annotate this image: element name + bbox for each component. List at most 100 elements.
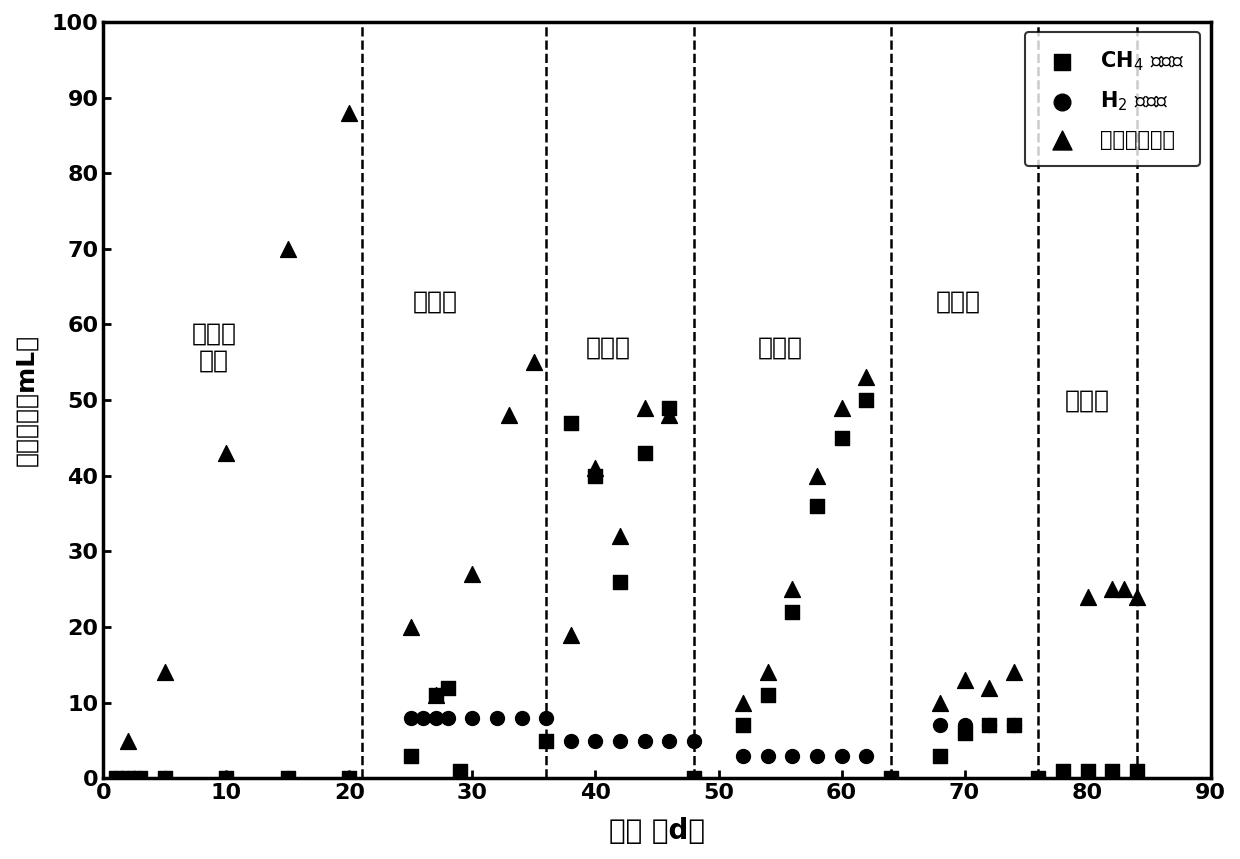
- H$_2$ 累积量: [1102, 771, 1122, 785]
- CH$_4$ 累积量: [880, 771, 900, 785]
- H$_2$ 累积量: [105, 771, 125, 785]
- H$_2$ 累积量: [217, 771, 237, 785]
- 总气体累积量: [955, 673, 975, 687]
- H$_2$ 累积量: [413, 711, 433, 725]
- Text: 第四轮: 第四轮: [758, 335, 802, 359]
- CH$_4$ 累积量: [610, 575, 630, 588]
- 总气体累积量: [1078, 590, 1097, 604]
- H$_2$ 累积量: [930, 718, 950, 732]
- H$_2$ 累积量: [155, 771, 175, 785]
- CH$_4$ 累积量: [118, 771, 138, 785]
- CH$_4$ 累积量: [980, 718, 999, 732]
- 总气体累积量: [807, 469, 827, 483]
- CH$_4$ 累积量: [585, 469, 605, 483]
- CH$_4$ 累积量: [1053, 764, 1073, 777]
- H$_2$ 累积量: [1004, 718, 1024, 732]
- H$_2$ 累积量: [425, 711, 445, 725]
- 总气体累积量: [880, 771, 900, 785]
- 总气体累积量: [635, 401, 655, 415]
- 总气体累积量: [733, 696, 753, 710]
- H$_2$ 累积量: [1078, 771, 1097, 785]
- CH$_4$ 累积量: [930, 749, 950, 763]
- 总气体累积量: [401, 620, 420, 634]
- CH$_4$ 累积量: [660, 401, 680, 415]
- 总气体累积量: [1115, 582, 1135, 596]
- CH$_4$ 累积量: [105, 771, 125, 785]
- CH$_4$ 累积量: [438, 680, 458, 694]
- H$_2$ 累积量: [537, 711, 557, 725]
- CH$_4$ 累积量: [560, 416, 580, 430]
- 总气体累积量: [1102, 582, 1122, 596]
- 总气体累积量: [660, 408, 680, 422]
- CH$_4$ 累积量: [782, 605, 802, 618]
- H$_2$ 累积量: [782, 749, 802, 763]
- 总气体累积量: [930, 696, 950, 710]
- 总气体累积量: [758, 666, 777, 679]
- H$_2$ 累积量: [278, 771, 298, 785]
- Y-axis label: 气体体积（mL）: 气体体积（mL）: [14, 334, 38, 466]
- Text: 第三轮: 第三轮: [585, 335, 630, 359]
- CH$_4$ 累积量: [155, 771, 175, 785]
- 总气体累积量: [500, 408, 520, 422]
- CH$_4$ 累积量: [401, 749, 420, 763]
- H$_2$ 累积量: [340, 771, 360, 785]
- H$_2$ 累积量: [880, 771, 900, 785]
- CH$_4$ 累积量: [1004, 718, 1024, 732]
- 总气体累积量: [155, 666, 175, 679]
- Text: 第二轮: 第二轮: [413, 289, 458, 314]
- CH$_4$ 累积量: [1102, 764, 1122, 777]
- 总气体累积量: [782, 582, 802, 596]
- CH$_4$ 累积量: [217, 771, 237, 785]
- 总气体累积量: [525, 356, 544, 369]
- 总气体累积量: [217, 446, 237, 460]
- CH$_4$ 累积量: [635, 446, 655, 460]
- H$_2$ 累积量: [955, 718, 975, 732]
- CH$_4$ 累积量: [1028, 771, 1048, 785]
- CH$_4$ 累积量: [450, 764, 470, 777]
- H$_2$ 累积量: [684, 734, 704, 747]
- 总气体累积量: [278, 242, 298, 256]
- CH$_4$ 累积量: [857, 393, 877, 407]
- H$_2$ 累积量: [512, 711, 532, 725]
- CH$_4$ 累积量: [955, 726, 975, 740]
- CH$_4$ 累积量: [278, 771, 298, 785]
- CH$_4$ 累积量: [758, 688, 777, 702]
- H$_2$ 累积量: [980, 718, 999, 732]
- 总气体累积量: [560, 628, 580, 642]
- Legend: CH$_4$ 累积量, H$_2$ 累积量, 总气体累积量: CH$_4$ 累积量, H$_2$ 累积量, 总气体累积量: [1024, 33, 1200, 166]
- H$_2$ 累积量: [660, 734, 680, 747]
- 总气体累积量: [425, 688, 445, 702]
- CH$_4$ 累积量: [832, 431, 852, 445]
- H$_2$ 累积量: [635, 734, 655, 747]
- H$_2$ 累积量: [733, 749, 753, 763]
- X-axis label: 时间 （d）: 时间 （d）: [609, 817, 706, 845]
- H$_2$ 累积量: [1127, 771, 1147, 785]
- CH$_4$ 累积量: [807, 499, 827, 513]
- H$_2$ 累积量: [610, 734, 630, 747]
- CH$_4$ 累积量: [340, 771, 360, 785]
- H$_2$ 累积量: [130, 771, 150, 785]
- CH$_4$ 累积量: [684, 771, 704, 785]
- CH$_4$ 累积量: [130, 771, 150, 785]
- H$_2$ 累积量: [807, 749, 827, 763]
- H$_2$ 累积量: [118, 771, 138, 785]
- 总气体累积量: [832, 401, 852, 415]
- H$_2$ 累积量: [401, 711, 420, 725]
- H$_2$ 累积量: [463, 711, 482, 725]
- H$_2$ 累积量: [585, 734, 605, 747]
- Text: 第六轮: 第六轮: [1065, 388, 1110, 412]
- H$_2$ 累积量: [1053, 771, 1073, 785]
- H$_2$ 累积量: [758, 749, 777, 763]
- CH$_4$ 累积量: [1078, 764, 1097, 777]
- 总气体累积量: [1127, 590, 1147, 604]
- 总气体累积量: [463, 567, 482, 581]
- H$_2$ 累积量: [487, 711, 507, 725]
- CH$_4$ 累积量: [1127, 764, 1147, 777]
- 总气体累积量: [118, 734, 138, 747]
- Text: 第五轮: 第五轮: [936, 289, 981, 314]
- 总气体累积量: [1004, 666, 1024, 679]
- 总气体累积量: [340, 106, 360, 119]
- CH$_4$ 累积量: [425, 688, 445, 702]
- 总气体累积量: [980, 680, 999, 694]
- 总气体累积量: [585, 461, 605, 475]
